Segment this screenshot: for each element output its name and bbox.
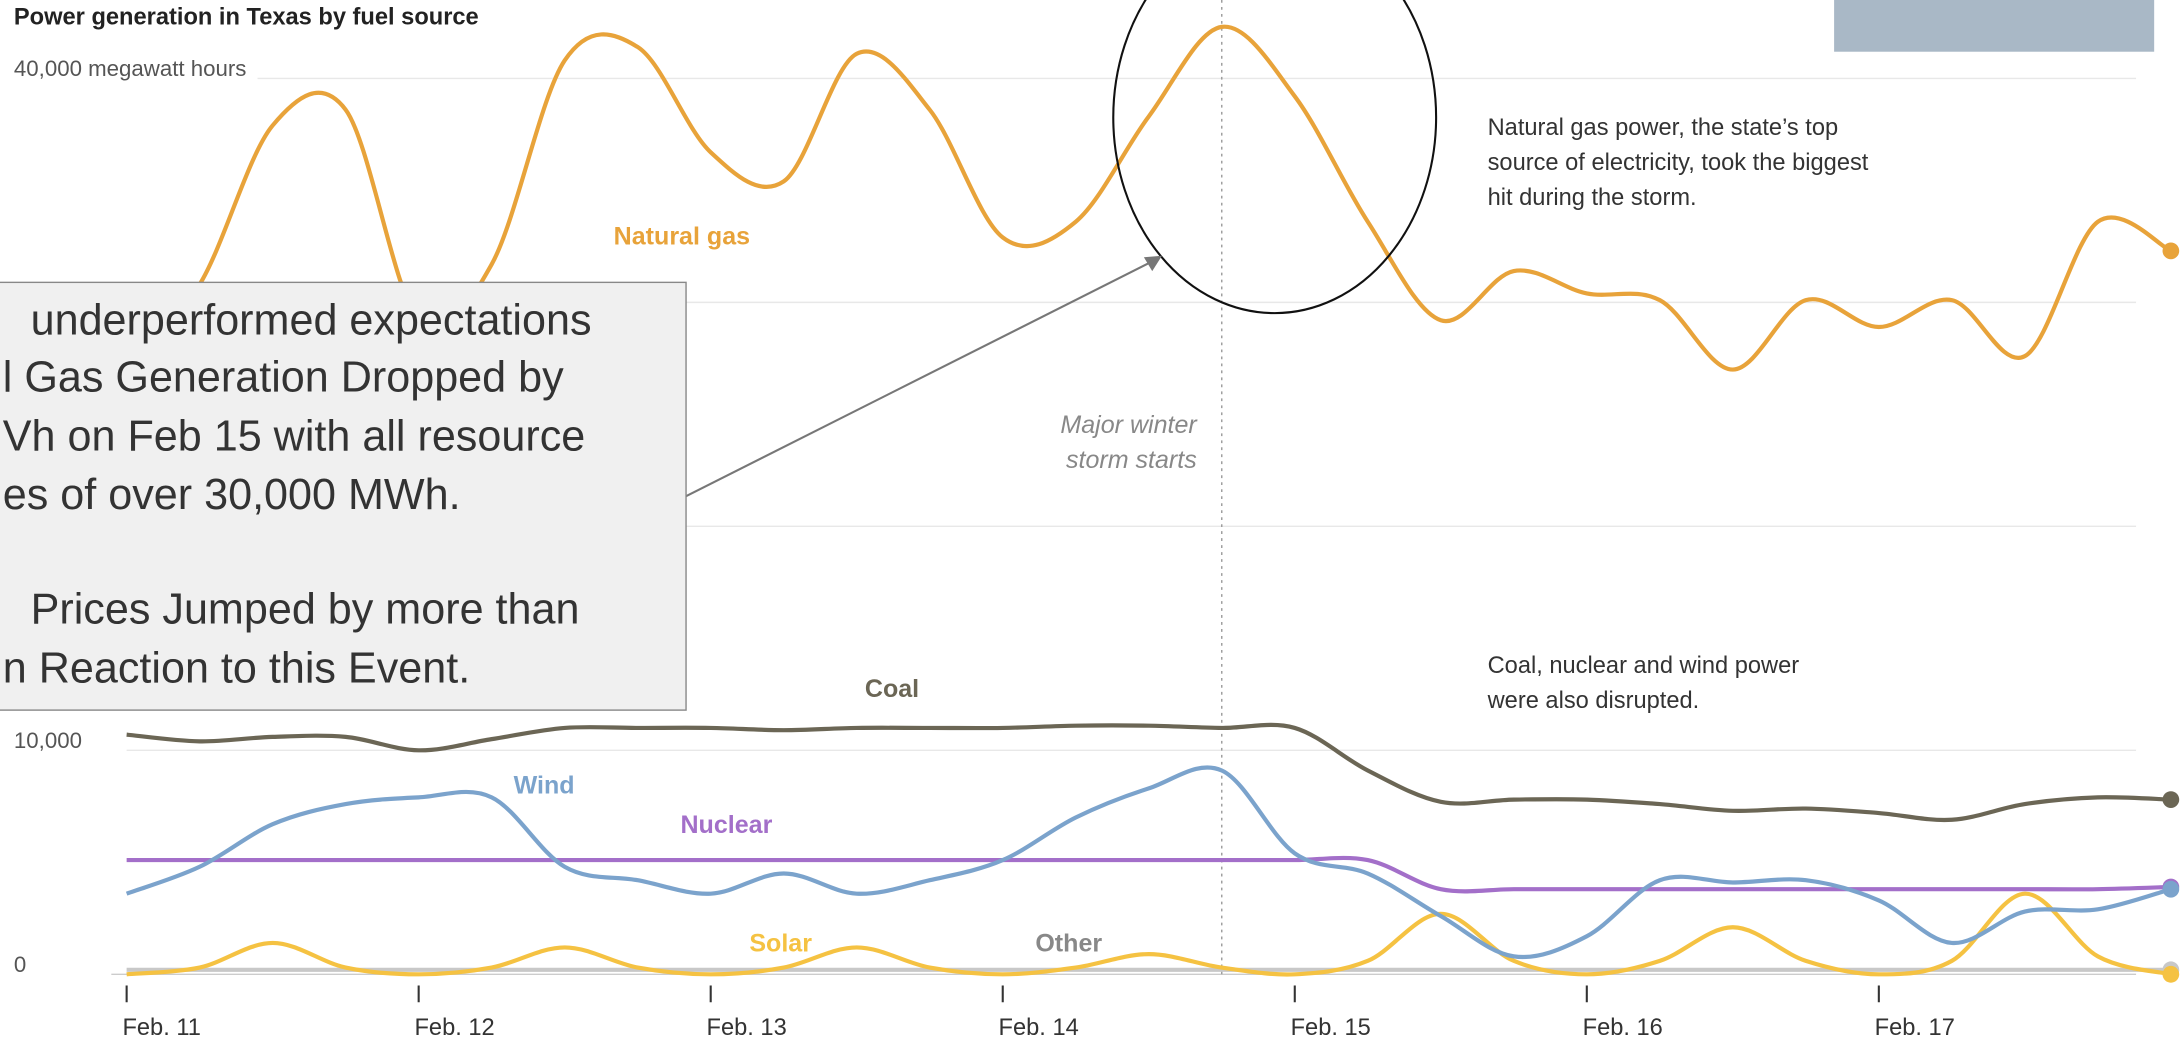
chart: Power generation in Texas by fuel source… xyxy=(0,0,2182,1040)
series-line xyxy=(127,725,2171,820)
y-tick-label: 40,000 megawatt hours xyxy=(14,56,247,81)
storm-label: storm starts xyxy=(1066,446,1197,474)
x-tick-label: Feb. 11 xyxy=(122,1015,200,1040)
chart-title: Power generation in Texas by fuel source xyxy=(14,4,479,30)
end-dot xyxy=(2163,881,2180,898)
callout-text: Vh on Feb 15 with all resource xyxy=(3,412,585,460)
x-tick-label: Feb. 13 xyxy=(707,1015,787,1040)
callout-text: underperformed expectations xyxy=(31,296,592,344)
callout-text: es of over 30,000 MWh. xyxy=(3,471,461,519)
storm-label: Major winter xyxy=(1060,411,1198,439)
annotation-text: hit during the storm. xyxy=(1488,185,1697,211)
x-tick-label: Feb. 16 xyxy=(1583,1015,1663,1040)
series-line xyxy=(127,894,2171,975)
series-label: Coal xyxy=(865,675,919,703)
y-tick-label: 0 xyxy=(14,952,26,977)
series-label: Wind xyxy=(514,772,575,800)
y-tick-label: 10,000 xyxy=(14,728,82,753)
thumbnail-image xyxy=(1834,0,2154,52)
x-tick-label: Feb. 12 xyxy=(414,1015,494,1040)
end-dot xyxy=(2163,966,2180,983)
callout-text: Prices Jumped by more than xyxy=(31,586,580,634)
highlight-ellipse xyxy=(1113,0,1436,313)
annotation-text: Coal, nuclear and wind power xyxy=(1488,653,1800,679)
series-label: Other xyxy=(1035,930,1102,958)
series-label: Natural gas xyxy=(614,222,750,250)
annotation-text: Natural gas power, the state’s top xyxy=(1488,115,1839,141)
series-line xyxy=(127,767,2171,957)
series-line xyxy=(127,858,2171,891)
series-label: Nuclear xyxy=(680,811,772,839)
callout-text: l Gas Generation Dropped by xyxy=(3,354,564,402)
end-dot xyxy=(2163,242,2180,259)
annotation-text: source of electricity, took the biggest xyxy=(1488,150,1869,176)
page: Power generation in Texas by fuel source… xyxy=(0,0,2182,1040)
end-dot xyxy=(2163,791,2180,808)
annotation-text: were also disrupted. xyxy=(1487,688,1700,714)
x-tick-label: Feb. 17 xyxy=(1875,1015,1955,1040)
x-tick-label: Feb. 14 xyxy=(999,1015,1079,1040)
callout-text: n Reaction to this Event. xyxy=(3,644,470,692)
x-tick-label: Feb. 15 xyxy=(1291,1015,1371,1040)
series-label: Solar xyxy=(749,930,812,958)
